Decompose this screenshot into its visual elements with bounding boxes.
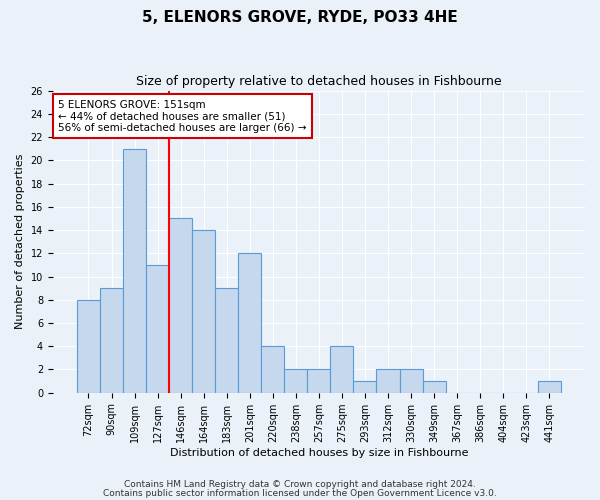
Text: Contains HM Land Registry data © Crown copyright and database right 2024.: Contains HM Land Registry data © Crown c… [124, 480, 476, 489]
Bar [146, 265, 169, 392]
Bar [238, 254, 261, 392]
Bar [422, 381, 446, 392]
Bar [192, 230, 215, 392]
Bar [331, 346, 353, 393]
Bar [284, 370, 307, 392]
Bar [261, 346, 284, 393]
Bar [538, 381, 561, 392]
X-axis label: Distribution of detached houses by size in Fishbourne: Distribution of detached houses by size … [170, 448, 468, 458]
Text: 5, ELENORS GROVE, RYDE, PO33 4HE: 5, ELENORS GROVE, RYDE, PO33 4HE [142, 10, 458, 25]
Bar [376, 370, 400, 392]
Bar [100, 288, 123, 393]
Bar [353, 381, 376, 392]
Bar [123, 148, 146, 392]
Text: Contains public sector information licensed under the Open Government Licence v3: Contains public sector information licen… [103, 490, 497, 498]
Text: 5 ELENORS GROVE: 151sqm
← 44% of detached houses are smaller (51)
56% of semi-de: 5 ELENORS GROVE: 151sqm ← 44% of detache… [58, 100, 307, 133]
Title: Size of property relative to detached houses in Fishbourne: Size of property relative to detached ho… [136, 75, 502, 88]
Bar [307, 370, 331, 392]
Bar [215, 288, 238, 393]
Bar [169, 218, 192, 392]
Bar [400, 370, 422, 392]
Y-axis label: Number of detached properties: Number of detached properties [15, 154, 25, 330]
Bar [77, 300, 100, 392]
